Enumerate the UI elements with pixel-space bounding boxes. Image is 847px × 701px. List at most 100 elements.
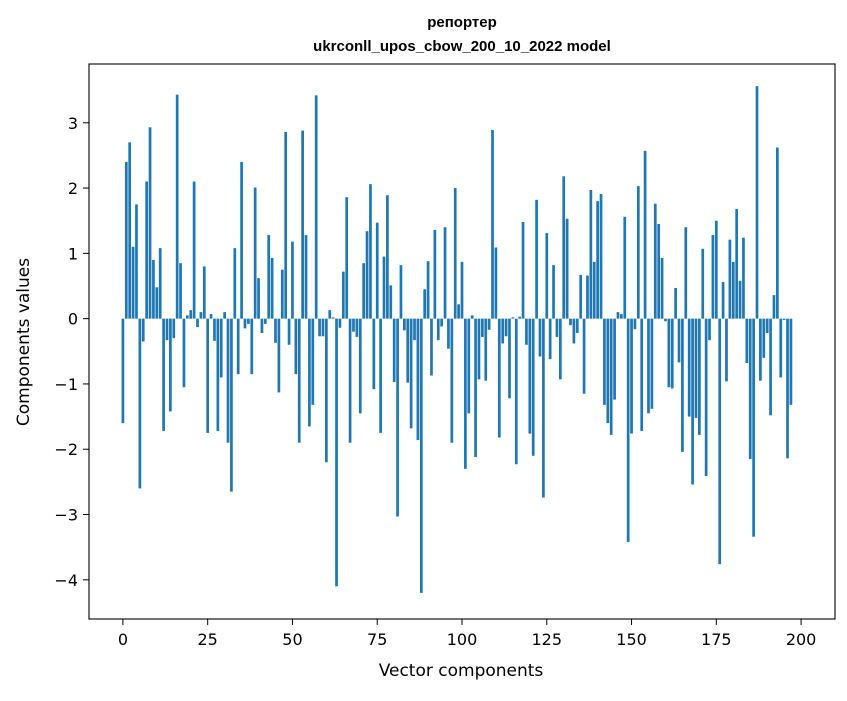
bar-111	[497, 318, 501, 438]
bar-18	[182, 318, 186, 388]
bar-160	[664, 318, 667, 322]
bar-16	[175, 94, 179, 319]
bar-113	[504, 318, 508, 337]
bar-101	[464, 318, 467, 469]
bar-124	[542, 318, 545, 498]
bar-119	[525, 318, 528, 345]
bar-66	[345, 197, 349, 319]
bar-34	[236, 318, 240, 375]
bar-168	[691, 318, 694, 485]
bar-77	[382, 256, 386, 319]
bar-52	[297, 318, 301, 443]
bar-115	[511, 317, 515, 319]
bar-12	[162, 318, 165, 431]
bar-165	[681, 318, 684, 452]
bar-31	[226, 318, 230, 443]
bar-107	[484, 318, 488, 381]
bar-23	[199, 312, 203, 319]
bar-166	[684, 227, 688, 319]
bar-155	[647, 318, 650, 414]
bar-8	[148, 127, 152, 319]
bar-183	[742, 237, 745, 319]
bar-70	[358, 318, 362, 414]
bar-142	[603, 318, 606, 405]
axes-group: 0 25 50 75 100 125 150 175 200 −4 −3 −2 −1 0 1 2 3	[54, 63, 836, 649]
bar-116	[514, 318, 518, 465]
bar-161	[667, 318, 671, 388]
bar-93	[436, 318, 440, 341]
bar-137	[586, 275, 589, 319]
bar-13	[165, 318, 169, 341]
bar-95	[443, 227, 447, 319]
bar-62	[331, 317, 335, 319]
bar-49	[287, 318, 291, 345]
bar-149	[626, 318, 630, 542]
bar-37	[247, 318, 250, 324]
bar-197	[789, 318, 793, 405]
bar-134	[575, 318, 579, 334]
bar-20	[189, 310, 193, 319]
bar-38	[250, 318, 254, 375]
bar-88	[419, 318, 423, 593]
bar-125	[545, 233, 549, 319]
bar-173	[708, 318, 711, 341]
bar-79	[389, 285, 393, 319]
bar-106	[480, 318, 484, 337]
bar-138	[589, 190, 593, 319]
bar-153	[640, 318, 644, 431]
bar-42	[263, 318, 267, 324]
bar-163	[674, 287, 677, 319]
bar-29	[219, 318, 223, 378]
bar-3	[131, 246, 135, 319]
bar-92	[433, 229, 437, 319]
bar-35	[240, 161, 243, 319]
bar-105	[477, 318, 481, 380]
bar-22	[196, 318, 199, 328]
bar-80	[392, 318, 396, 382]
bar-193	[776, 147, 779, 319]
y-tick-label-7: 3	[68, 114, 78, 133]
bar-44	[270, 257, 274, 319]
bar-123	[538, 318, 542, 357]
bar-5	[138, 318, 142, 489]
bar-185	[748, 318, 752, 460]
x-tick-label-150: 150	[616, 630, 647, 649]
bar-184	[745, 318, 749, 364]
bar-32	[230, 318, 233, 492]
bar-43	[267, 235, 271, 319]
bar-186	[752, 318, 755, 537]
bar-170	[698, 318, 701, 435]
bar-195	[782, 318, 786, 320]
bar-99	[457, 304, 460, 319]
bar-178	[725, 318, 728, 382]
bar-139	[592, 261, 596, 319]
bar-74	[372, 318, 376, 390]
bar-146	[616, 312, 620, 319]
x-tick-label-25: 25	[198, 630, 218, 649]
bar-108	[487, 318, 491, 330]
bar-128	[555, 318, 559, 337]
bar-53	[301, 130, 304, 319]
bar-50	[291, 241, 294, 319]
bar-130	[562, 176, 566, 319]
bar-60	[325, 318, 328, 463]
chart-subtitle: ukrconll_upos_cbow_200_10_2022 model	[313, 38, 611, 55]
bar-45	[274, 318, 277, 343]
bar-78	[386, 195, 389, 319]
bar-26	[209, 314, 213, 319]
bar-114	[508, 318, 511, 399]
bar-4	[135, 204, 138, 319]
bar-86	[413, 318, 416, 341]
bar-48	[284, 131, 288, 319]
bar-152	[636, 186, 640, 319]
bar-54	[304, 235, 308, 319]
bar-172	[704, 318, 708, 477]
bar-65	[341, 271, 345, 319]
bar-51	[294, 318, 298, 375]
bar-27	[213, 318, 216, 341]
bar-131	[565, 218, 569, 319]
bar-164	[677, 318, 681, 363]
bar-182	[738, 280, 742, 319]
bar-6	[141, 318, 145, 342]
